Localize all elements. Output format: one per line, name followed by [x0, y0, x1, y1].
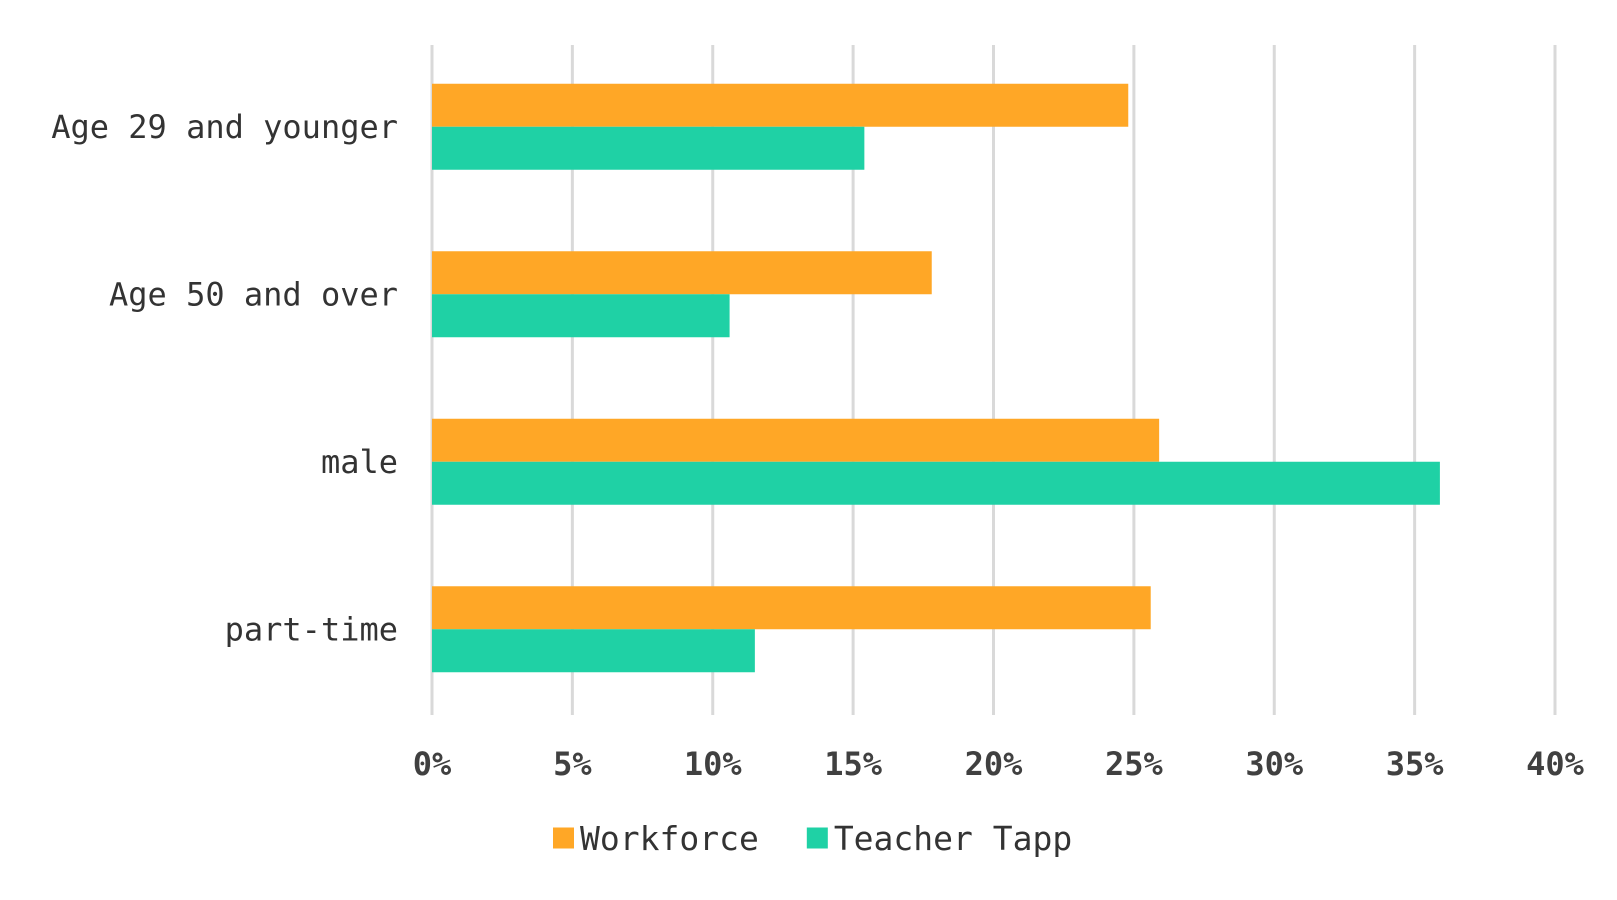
bar-teacher-tapp	[432, 294, 730, 338]
x-tick-label: 10%	[684, 745, 743, 783]
bar-workforce	[432, 418, 1160, 462]
bars	[432, 83, 1440, 673]
bar-workforce	[432, 83, 1129, 127]
x-tick-label: 20%	[965, 745, 1024, 783]
x-tick-label: 5%	[553, 745, 592, 783]
bar-teacher-tapp	[432, 126, 865, 170]
bar-teacher-tapp	[432, 629, 755, 673]
category-label: part-time	[225, 610, 398, 648]
category-label: male	[321, 443, 398, 481]
bar-workforce	[432, 251, 932, 295]
x-tick-label: 35%	[1386, 745, 1445, 783]
x-tick-label: 15%	[824, 745, 883, 783]
category-label: Age 29 and younger	[51, 108, 398, 146]
legend: Workforce Teacher Tapp	[553, 819, 1072, 858]
x-tick-label: 0%	[413, 745, 452, 783]
x-tick-label: 25%	[1105, 745, 1164, 783]
legend-swatch	[553, 827, 574, 849]
x-tick-label: 30%	[1245, 745, 1304, 783]
legend-swatch	[806, 827, 828, 849]
category-labels: Age 29 and younger Age 50 and over male par…	[51, 108, 398, 649]
category-label: Age 50 and over	[109, 275, 398, 313]
legend-label: Workforce	[580, 819, 759, 858]
legend-label: Teacher Tapp	[834, 819, 1072, 858]
bar-workforce	[432, 586, 1151, 630]
bar-teacher-tapp	[432, 461, 1440, 505]
x-tick-label: 40%	[1526, 745, 1585, 783]
x-axis-ticks: 0% 5% 10% 15% 20% 25% 30% 35% 40%	[413, 745, 1585, 783]
